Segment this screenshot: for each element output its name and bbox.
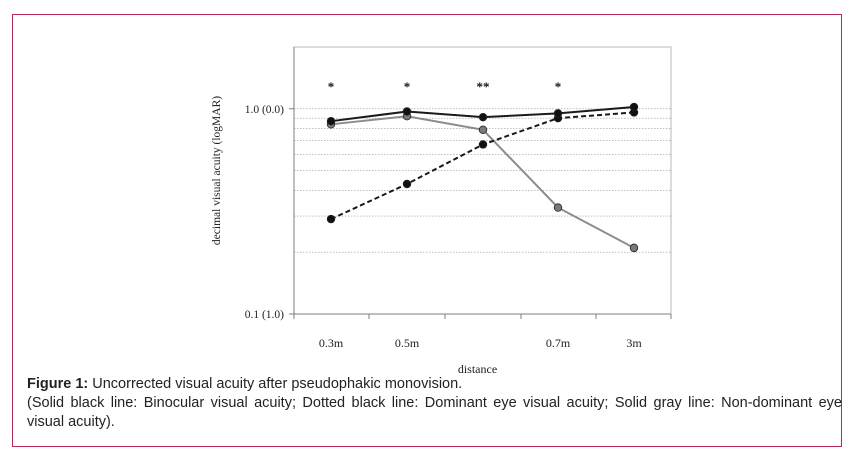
data-point	[402, 179, 412, 189]
x-tick-label: 0.5m	[395, 336, 420, 350]
significance-marker: *	[555, 79, 562, 94]
y-tick-label: 1.0 (0.0)	[245, 104, 284, 116]
x-axis-label: distance	[458, 362, 497, 376]
x-tick-label: 0.3m	[319, 336, 344, 350]
data-point	[629, 102, 639, 112]
significance-marker: **	[477, 79, 490, 94]
line-chart: 1.0 (0.0) 0.1 (1.0) 0.3m 0.5m 0.7m 3m distance…	[198, 35, 678, 385]
data-point	[629, 243, 639, 253]
data-point	[553, 109, 563, 118]
caption-label: Figure 1:	[27, 376, 89, 392]
y-tick-label: 0.1 (1.0)	[245, 309, 284, 321]
data-point	[478, 140, 488, 149]
x-tick-label: 3m	[626, 336, 642, 350]
plot-area	[293, 46, 672, 315]
x-tick-label: 0.7m	[546, 336, 571, 350]
caption-title: Uncorrected visual acuity after pseudoph…	[92, 376, 463, 392]
figure-frame: 1.0 (0.0) 0.1 (1.0) 0.3m 0.5m 0.7m 3m distance…	[12, 14, 842, 447]
y-axis-label: decimal visual acuity (logMAR)	[211, 96, 223, 245]
data-point	[326, 116, 336, 126]
data-point	[553, 203, 563, 212]
data-point	[478, 112, 488, 122]
data-point	[326, 214, 336, 224]
significance-marker: *	[404, 79, 411, 94]
significance-marker: *	[328, 79, 335, 94]
figure-caption: Figure 1: Uncorrected visual acuity afte…	[27, 375, 842, 432]
data-point	[402, 107, 412, 116]
data-point	[478, 125, 488, 134]
caption-note: (Solid black line: Binocular visual acui…	[27, 395, 842, 430]
